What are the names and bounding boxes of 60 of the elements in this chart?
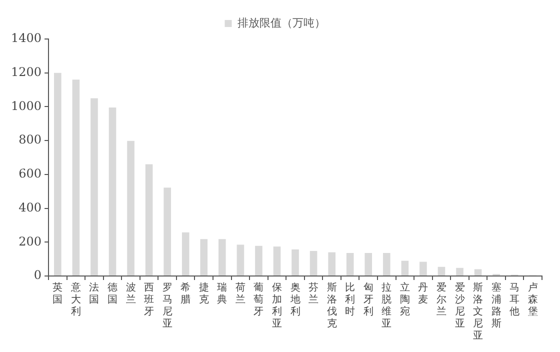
bar bbox=[474, 269, 482, 276]
x-tick-label: 波兰 bbox=[126, 282, 136, 306]
bar bbox=[182, 232, 190, 276]
bar bbox=[72, 80, 80, 276]
bar bbox=[420, 262, 427, 276]
bar bbox=[401, 260, 409, 276]
bar bbox=[236, 244, 244, 276]
y-tick-label: 400 bbox=[18, 200, 42, 214]
x-tick-label: 卢森堡 bbox=[528, 282, 538, 318]
bar bbox=[54, 72, 62, 276]
x-tick-label: 意大利 bbox=[70, 282, 81, 318]
y-tick-label: 600 bbox=[18, 166, 42, 181]
x-tick-label: 葡萄牙 bbox=[254, 282, 264, 318]
y-tick-label: 1000 bbox=[10, 98, 42, 113]
y-tick-label: 0 bbox=[34, 268, 42, 282]
x-tick-label: 奥地利 bbox=[289, 282, 300, 318]
x-tick-label: 芬兰 bbox=[308, 282, 319, 306]
bar bbox=[364, 252, 372, 276]
bar bbox=[255, 246, 262, 276]
x-tick-label: 德国 bbox=[108, 282, 118, 306]
x-tick-label: 希腊 bbox=[180, 282, 191, 306]
bar bbox=[127, 140, 134, 276]
x-tick-label: 荷兰 bbox=[235, 282, 246, 306]
x-tick-label: 英国 bbox=[52, 282, 63, 306]
x-tick-label: 马耳他 bbox=[510, 282, 520, 318]
bar bbox=[456, 268, 464, 276]
y-tick-label: 1400 bbox=[10, 31, 42, 46]
y-tick-label: 1200 bbox=[10, 64, 42, 79]
x-tick-label: 斯洛文尼亚 bbox=[473, 282, 484, 342]
x-tick-label: 罗马尼亚 bbox=[162, 282, 172, 330]
bar bbox=[382, 252, 390, 276]
x-tick-label: 保加利亚 bbox=[272, 282, 282, 330]
x-tick-label: 匈牙利 bbox=[363, 282, 374, 318]
legend-label: 排放限值（万吨） bbox=[237, 16, 326, 30]
x-tick-label: 爱沙尼亚 bbox=[454, 282, 465, 330]
y-tick-label: 200 bbox=[18, 234, 42, 248]
bar bbox=[164, 188, 171, 276]
bar bbox=[310, 250, 318, 276]
bar bbox=[90, 98, 98, 276]
bar bbox=[273, 246, 281, 276]
x-tick-label: 塞浦路斯 bbox=[491, 282, 502, 330]
x-tick-label: 斯洛伐克 bbox=[326, 282, 337, 330]
x-tick-label: 捷克 bbox=[198, 282, 209, 306]
x-tick-label: 比利时 bbox=[345, 282, 356, 318]
bar bbox=[108, 108, 116, 276]
x-tick-label: 爱尔兰 bbox=[436, 282, 446, 318]
bar bbox=[292, 249, 299, 276]
bar bbox=[346, 252, 354, 276]
x-tick-label: 西班牙 bbox=[144, 282, 154, 318]
bar bbox=[438, 266, 446, 276]
x-tick-label: 法国 bbox=[89, 282, 100, 306]
bar bbox=[145, 164, 153, 276]
bar bbox=[218, 239, 226, 276]
bar bbox=[328, 252, 336, 276]
x-tick-label: 丹麦 bbox=[418, 282, 428, 306]
bar bbox=[200, 239, 208, 276]
x-tick-label: 拉脱维亚 bbox=[382, 282, 392, 330]
x-tick-label: 瑞典 bbox=[217, 282, 228, 306]
y-tick-label: 800 bbox=[18, 132, 42, 147]
x-tick-label: 立陶宛 bbox=[400, 282, 410, 318]
